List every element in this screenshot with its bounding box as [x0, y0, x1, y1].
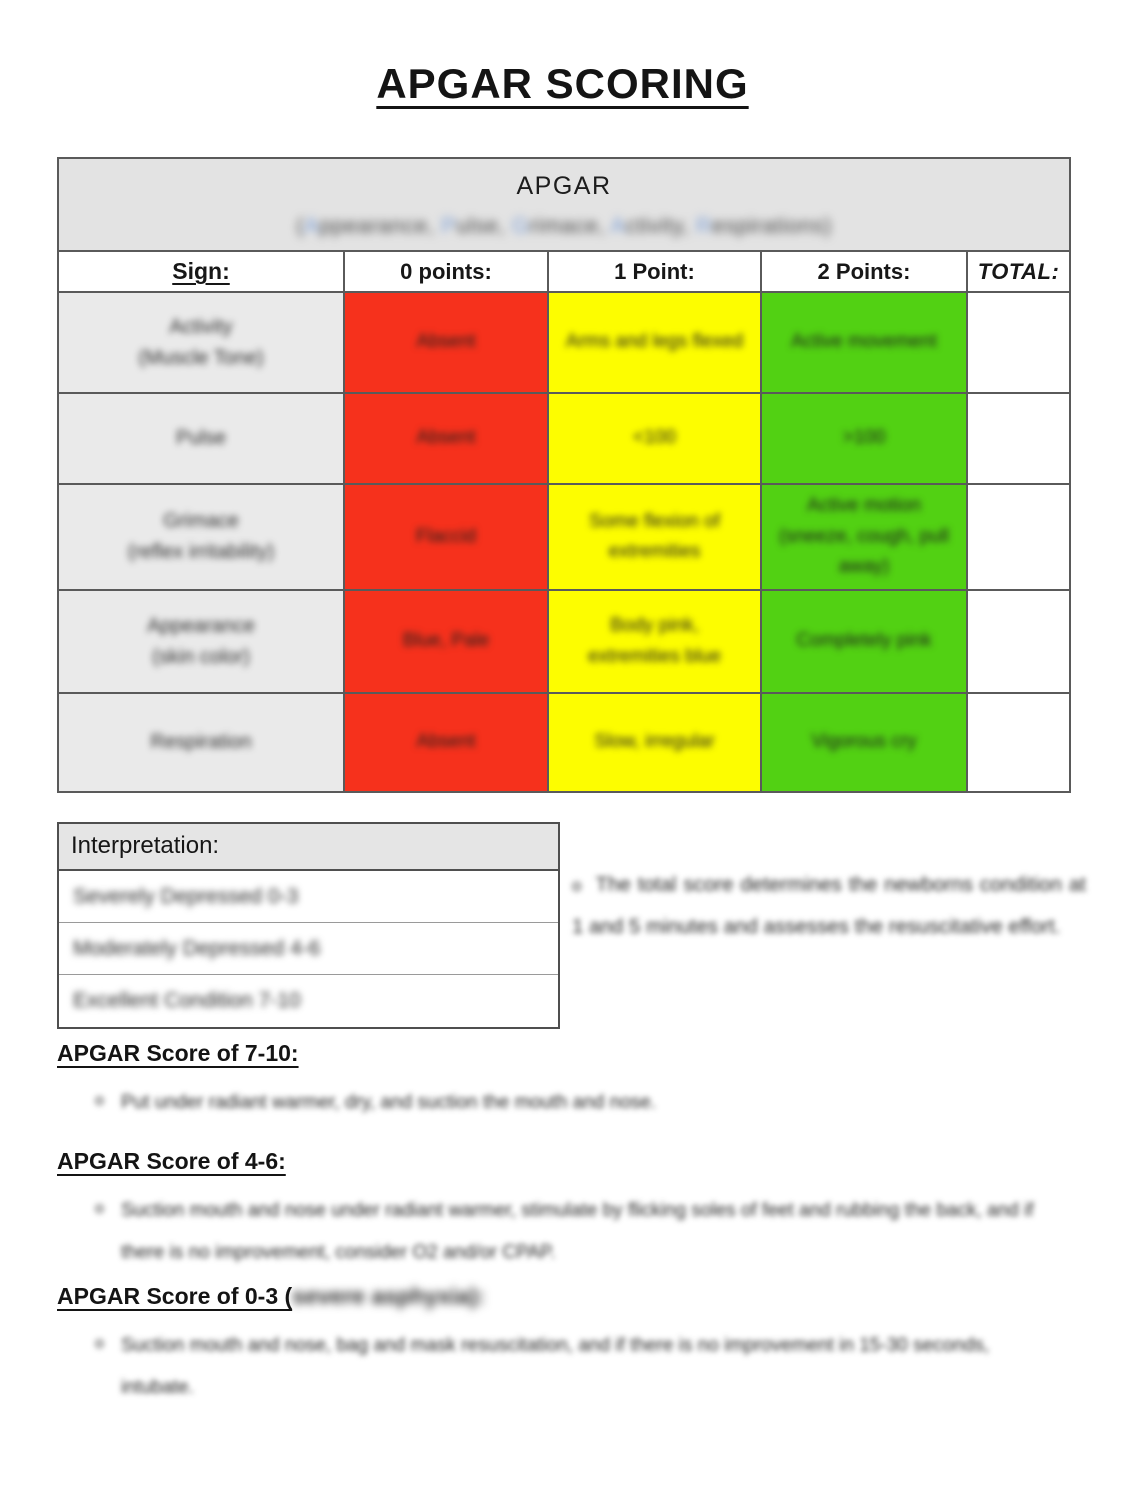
subtitle-initial: R	[695, 213, 713, 238]
apgar-table: APGAR (Appearance, Pulse, Grimace, Activ…	[56, 157, 1072, 793]
subtitle-initial: P	[440, 213, 457, 238]
total-cell	[965, 589, 1072, 694]
score-1-cell: Body pink, extremities blue	[547, 589, 762, 694]
section-heading: APGAR Score of 0-3 (severe asphyxia):	[57, 1283, 486, 1309]
table-row-grimace: Grimace (reflex irritability) Flaccid Som…	[57, 483, 1072, 591]
page-title: APGAR SCORING	[376, 60, 749, 107]
section-bullet: o Suction mouth and nose, bag and mask re…	[57, 1325, 1067, 1409]
interpretation-row: Severely Depressed 0-3	[59, 871, 558, 923]
score-0-cell: Absent	[343, 291, 549, 394]
total-cell	[965, 483, 1072, 591]
table-row-appearance: Appearance (skin color) Blue, Pale Body p…	[57, 589, 1072, 694]
subtitle-initial: A	[304, 213, 320, 238]
score-1-cell: Some flexion of extremities	[547, 483, 762, 591]
column-header-0-points: 0 points:	[343, 250, 549, 293]
column-header-row: Sign: 0 points: 1 Point: 2 Points: TOTAL…	[57, 250, 1072, 293]
table-row-pulse: Pulse Absent <100 >100	[57, 392, 1072, 485]
column-header-sign: Sign:	[57, 250, 345, 293]
score-0-cell: Absent	[343, 392, 549, 485]
section-bullet: o Suction mouth and nose under radiant wa…	[57, 1190, 1067, 1274]
sign-cell: Pulse	[57, 392, 345, 485]
total-score-note: o The total score determines the newborns…	[572, 864, 1086, 948]
sign-cell: Appearance (skin color)	[57, 589, 345, 694]
section-bullet: o Put under radiant warmer, dry, and suct…	[57, 1082, 1067, 1124]
interpretation-row: Moderately Depressed 4-6	[59, 923, 558, 975]
subtitle-segment: espirations)	[712, 213, 832, 238]
bullet-text: Suction mouth and nose, bag and mask res…	[121, 1335, 990, 1398]
score-2-cell: >100	[760, 392, 968, 485]
bullet-marker: o	[95, 1092, 104, 1109]
sign-cell: Grimace (reflex irritability)	[57, 483, 345, 591]
table-header-row: APGAR (Appearance, Pulse, Grimace, Activ…	[56, 157, 1072, 252]
interpretation-row: Excellent Condition 7-10	[73, 989, 301, 1012]
table-header-cell: APGAR (Appearance, Pulse, Grimace, Activ…	[56, 157, 1072, 252]
subtitle-initial: A	[610, 213, 626, 238]
column-header-total: TOTAL:	[965, 250, 1072, 293]
score-0-cell: Flaccid	[343, 483, 549, 591]
column-header-1-point: 1 Point:	[547, 250, 762, 293]
table-subtitle: (Appearance, Pulse, Grimace, Activity, R…	[59, 213, 1069, 239]
score-0-cell: Absent	[343, 692, 549, 793]
table-row-respiration: Respiration Absent Slow, irregular Vigor…	[57, 692, 1072, 793]
total-cell	[965, 392, 1072, 485]
score-0-cell: Blue, Pale	[343, 589, 549, 694]
bullet-marker: o	[95, 1335, 104, 1352]
subtitle-segment: ulse,	[456, 213, 512, 238]
subtitle-segment: rimace,	[529, 213, 611, 238]
interpretation-title: Interpretation:	[59, 824, 558, 871]
note-text: The total score determines the newborns …	[572, 873, 1086, 939]
subtitle-segment: ctivity,	[625, 213, 696, 238]
bullet-text: Suction mouth and nose under radiant war…	[121, 1200, 1034, 1263]
score-1-cell: Arms and legs flexed	[547, 291, 762, 394]
section-score-7-10: APGAR Score of 7-10: o Put under radiant …	[57, 1040, 1119, 1124]
subtitle-segment: (	[296, 213, 305, 238]
column-header-2-points: 2 Points:	[760, 250, 968, 293]
table-row-activity: Activity (Muscle Tone) Absent Arms and le…	[57, 291, 1072, 394]
score-2-cell: Completely pink	[760, 589, 968, 694]
interpretation-box: Interpretation: Severely Depressed 0-3 M…	[57, 822, 560, 1029]
bullet-marker: o	[95, 1200, 104, 1217]
score-2-cell: Vigorous cry	[760, 692, 968, 793]
score-1-cell: <100	[547, 392, 762, 485]
sign-cell: Respiration	[57, 692, 345, 793]
score-2-cell: Active motion (sneeze, cough, pull away)	[760, 483, 968, 591]
score-1-cell: Slow, irregular	[547, 692, 762, 793]
bullet-text: Put under radiant warmer, dry, and sucti…	[121, 1092, 657, 1113]
score-2-cell: Active movement	[760, 291, 968, 394]
total-cell	[965, 692, 1072, 793]
section-heading: APGAR Score of 4-6:	[57, 1148, 286, 1174]
total-cell	[965, 291, 1072, 394]
sign-cell: Activity (Muscle Tone)	[57, 291, 345, 394]
subtitle-segment: ppearance,	[319, 213, 441, 238]
section-score-4-6: APGAR Score of 4-6: o Suction mouth and n…	[57, 1148, 1119, 1274]
subtitle-initial: G	[511, 213, 530, 238]
table-title: APGAR	[516, 172, 612, 200]
section-heading: APGAR Score of 7-10:	[57, 1040, 299, 1066]
bullet-marker: o	[572, 876, 582, 895]
